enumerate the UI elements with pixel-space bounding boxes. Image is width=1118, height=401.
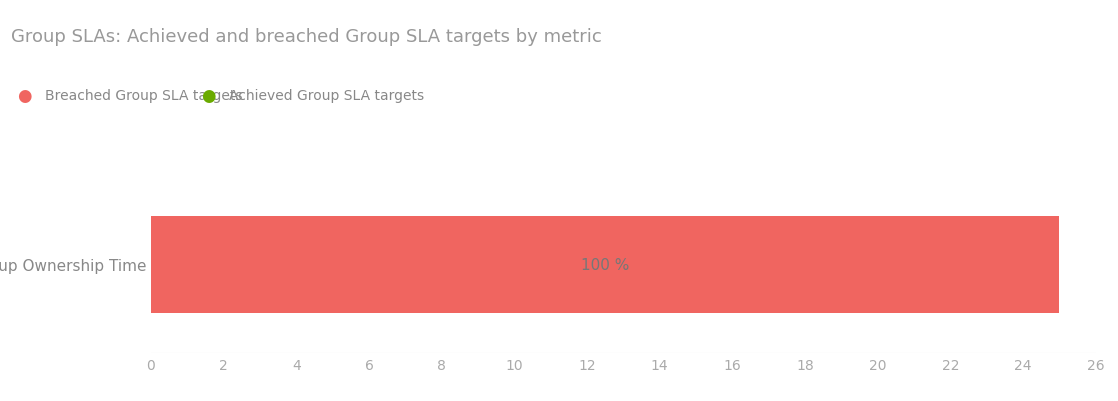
Bar [151,217,1059,313]
Text: ●: ● [201,87,216,105]
Text: 100 %: 100 % [581,257,629,272]
Text: Group SLAs: Achieved and breached Group SLA targets by metric: Group SLAs: Achieved and breached Group … [11,28,601,46]
Text: Breached Group SLA targets: Breached Group SLA targets [45,89,243,103]
Text: ●: ● [17,87,31,105]
Text: Achieved Group SLA targets: Achieved Group SLA targets [229,89,425,103]
